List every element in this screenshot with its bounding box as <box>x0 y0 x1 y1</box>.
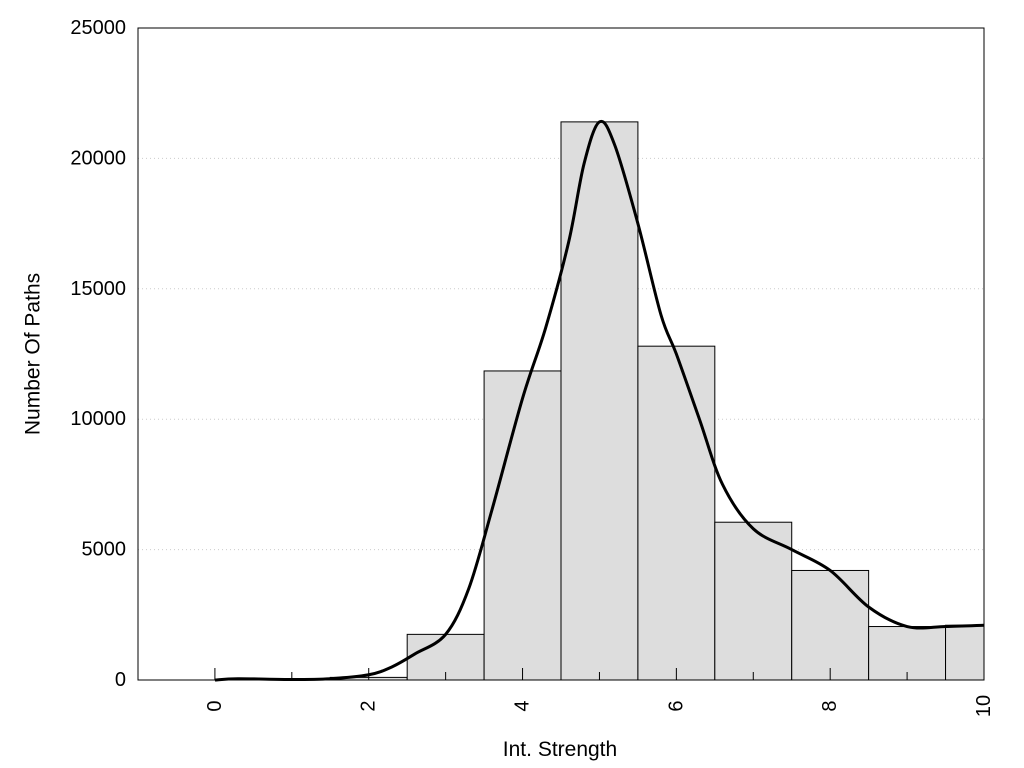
bar <box>637 345 716 681</box>
x-tick-label: 10 <box>973 695 995 717</box>
density-curve <box>214 119 985 682</box>
x-tick-label: 4 <box>512 700 534 711</box>
bar <box>945 624 985 681</box>
y-tick-label: 0 <box>115 669 126 691</box>
y-axis-title: Number Of Paths <box>22 273 45 435</box>
x-tick-label: 6 <box>665 700 687 711</box>
y-tick-label: 10000 <box>70 408 126 430</box>
bar <box>868 626 947 681</box>
bars <box>329 121 985 681</box>
bar <box>483 370 562 681</box>
bar <box>714 521 793 681</box>
y-tick-label: 15000 <box>70 278 126 300</box>
bar <box>791 569 870 681</box>
x-axis-title: Int. Strength <box>503 738 617 761</box>
plot-frame <box>137 27 985 681</box>
x-tick-label: 2 <box>358 700 380 711</box>
y-tick-label: 20000 <box>70 147 126 169</box>
density-curve-line <box>214 119 985 682</box>
bar <box>560 121 639 681</box>
x-tick-label: 0 <box>204 700 226 711</box>
x-tick-label: 8 <box>819 700 841 711</box>
x-axis-ticks: 0 2 4 6 8 10 <box>137 668 995 717</box>
grid-lines <box>138 157 984 551</box>
y-tick-label: 5000 <box>82 539 127 561</box>
y-axis-ticks: 0 5000 10000 15000 20000 25000 <box>70 17 126 691</box>
y-tick-label: 25000 <box>70 17 126 39</box>
